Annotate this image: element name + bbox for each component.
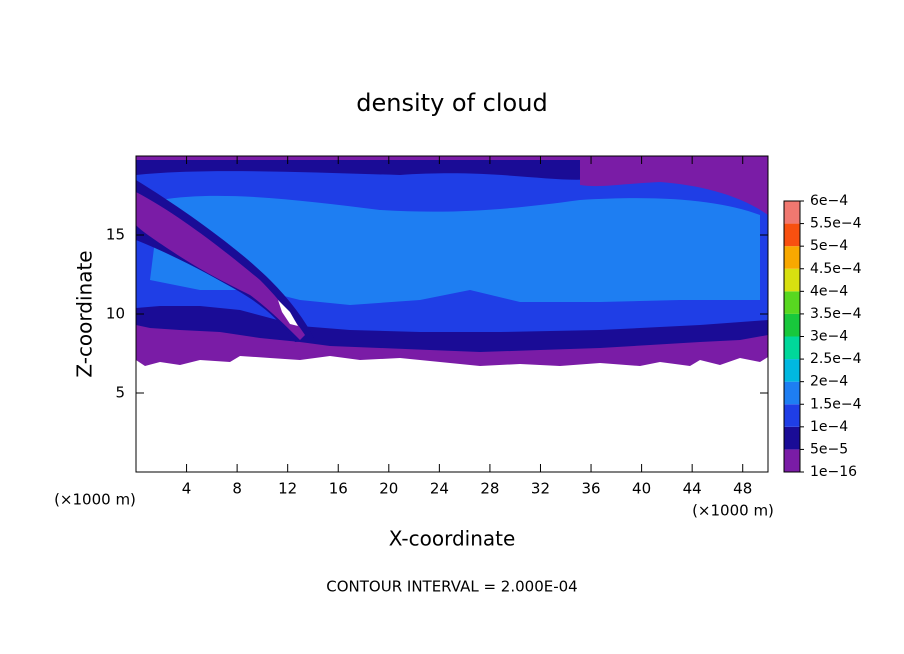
x-tick-label: 12 xyxy=(278,480,297,498)
x-tick-label: 16 xyxy=(329,480,348,498)
colorbar-label: 1.5e−4 xyxy=(810,396,862,412)
colorbar-label: 5e−5 xyxy=(810,441,848,457)
colorbar-swatch xyxy=(784,313,800,337)
footnote: CONTOUR INTERVAL = 2.000E-04 xyxy=(326,578,577,596)
cloud-hole xyxy=(278,300,298,326)
colorbar-swatch xyxy=(784,246,800,269)
chart-title: density of cloud xyxy=(356,89,547,117)
x-axis-label: X-coordinate xyxy=(389,527,516,551)
colorbar-label: 2.5e−4 xyxy=(810,351,862,367)
contour-region xyxy=(580,156,768,215)
x-tick-label: 36 xyxy=(581,480,600,498)
colorbar-label: 1e−16 xyxy=(810,464,857,480)
colorbar-swatch xyxy=(784,268,800,292)
y-unit: (×1000 m) xyxy=(54,491,136,509)
x-tick-label: 24 xyxy=(430,480,449,498)
x-tick-label: 4 xyxy=(182,480,192,498)
contour-region xyxy=(150,195,760,305)
x-tick-label: 44 xyxy=(683,480,702,498)
colorbar-swatch xyxy=(784,291,800,314)
y-axis-label: Z-coordinate xyxy=(73,250,97,377)
y-tick-label: 15 xyxy=(106,226,125,244)
colorbar-label: 1e−4 xyxy=(810,419,848,435)
colorbar-swatch xyxy=(784,449,800,472)
colorbar-label: 4e−4 xyxy=(810,283,848,299)
colorbar-swatch xyxy=(784,336,800,360)
x-unit: (×1000 m) xyxy=(692,502,774,520)
colorbar-label: 3e−4 xyxy=(810,329,848,345)
x-tick-label: 32 xyxy=(531,480,550,498)
contour-region xyxy=(136,192,305,340)
colorbar-swatch xyxy=(784,201,800,224)
x-tick-label: 8 xyxy=(232,480,242,498)
colorbar-swatch xyxy=(784,426,800,450)
colorbar-swatch xyxy=(784,223,800,247)
colorbar-label: 5e−4 xyxy=(810,238,848,254)
y-tick-label: 10 xyxy=(106,305,125,323)
x-tick-label: 48 xyxy=(733,480,752,498)
x-tick-label: 40 xyxy=(632,480,651,498)
colorbar-swatch xyxy=(784,381,800,405)
contour-field xyxy=(136,156,768,366)
colorbar-label: 4.5e−4 xyxy=(810,261,862,277)
colorbar-label: 3.5e−4 xyxy=(810,306,862,322)
colorbar-label: 6e−4 xyxy=(810,193,848,209)
colorbar-label: 2e−4 xyxy=(810,374,848,390)
colorbar-label: 5.5e−4 xyxy=(810,216,862,232)
x-tick-label: 28 xyxy=(480,480,499,498)
x-tick-label: 20 xyxy=(379,480,398,498)
colorbar-swatch xyxy=(784,359,800,382)
colorbar-swatch xyxy=(784,404,800,427)
y-tick-label: 5 xyxy=(115,384,125,402)
